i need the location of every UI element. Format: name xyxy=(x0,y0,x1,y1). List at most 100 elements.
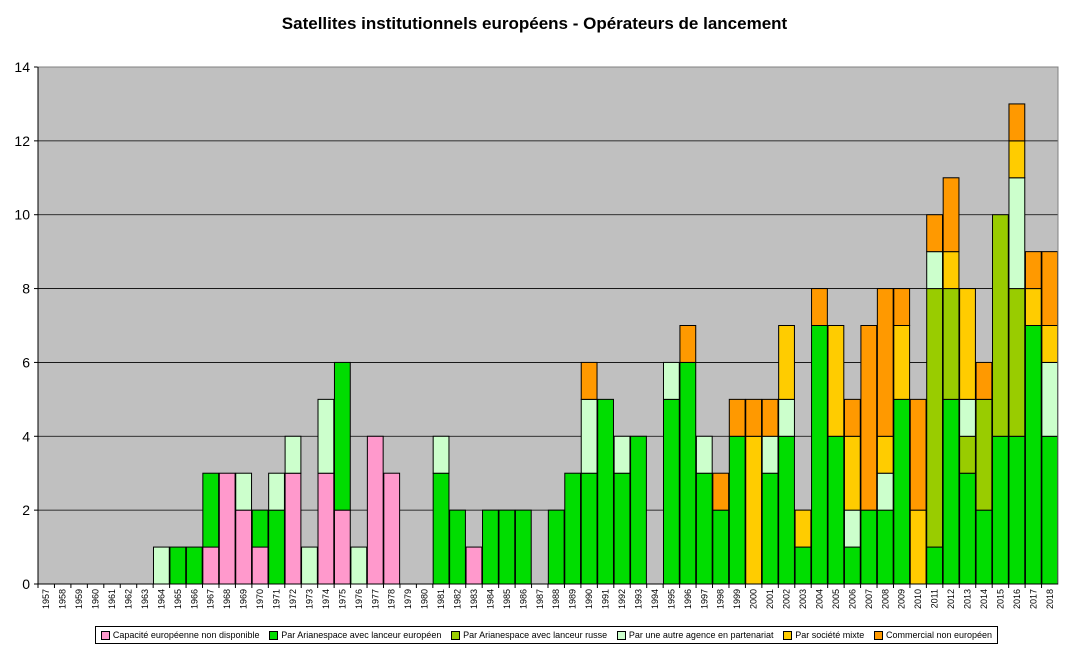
bar-segment xyxy=(778,325,795,400)
x-tick-label: 1995 xyxy=(666,589,676,609)
x-tick-label: 1990 xyxy=(584,589,594,609)
bar-segment xyxy=(218,472,236,585)
x-tick-label: 2010 xyxy=(913,589,923,609)
bar-segment xyxy=(202,546,220,585)
bar-segment xyxy=(975,398,993,511)
bar-segment xyxy=(1008,288,1026,437)
bar-segment xyxy=(761,398,779,437)
bar-segment xyxy=(695,472,713,585)
x-tick-label: 1987 xyxy=(535,589,545,609)
x-tick-label: 1993 xyxy=(633,589,643,609)
bar-segment xyxy=(185,546,203,585)
bar-segment xyxy=(251,546,269,585)
x-tick-label: 1997 xyxy=(699,589,709,609)
x-tick-label: 1973 xyxy=(304,589,314,609)
bar-segment xyxy=(794,546,812,585)
bar-segment xyxy=(580,398,598,474)
bar-segment xyxy=(597,398,614,585)
x-tick-label: 2013 xyxy=(963,589,973,609)
bar-segment xyxy=(926,214,944,253)
x-tick-label: 1980 xyxy=(420,589,430,609)
x-tick-label: 1962 xyxy=(123,589,133,609)
legend-swatch xyxy=(616,630,626,640)
bars xyxy=(152,103,1059,585)
y-tick-label: 6 xyxy=(22,354,30,370)
x-tick-label: 1969 xyxy=(239,589,249,609)
x-tick-label: 1974 xyxy=(321,589,331,609)
bar-segment xyxy=(975,509,993,585)
bar-segment xyxy=(547,509,565,585)
bar-segment xyxy=(284,472,302,585)
bar-segment xyxy=(876,288,894,437)
x-tick-label: 1961 xyxy=(107,589,117,609)
y-tick-label: 2 xyxy=(22,502,30,518)
x-tick-label: 1994 xyxy=(650,589,660,609)
y-tick-label: 0 xyxy=(22,576,30,592)
bar-segment xyxy=(926,546,944,585)
bar-segment xyxy=(811,288,828,327)
bar-segment xyxy=(876,435,894,474)
bar-segment xyxy=(1008,435,1026,585)
bar-segment xyxy=(366,435,384,585)
bar-segment xyxy=(1041,325,1059,363)
x-tick-label: 2011 xyxy=(930,589,940,608)
y-tick-label: 4 xyxy=(22,428,30,444)
x-tick-label: 1967 xyxy=(206,589,216,609)
bar-segment xyxy=(959,435,976,474)
x-tick-label: 1992 xyxy=(617,589,627,609)
legend-item: Par Arianespace avec lanceur russe xyxy=(451,630,607,640)
x-tick-label: 1963 xyxy=(140,589,150,609)
x-tick-label: 2007 xyxy=(864,589,874,609)
bar-segment xyxy=(432,472,450,585)
legend-label: Par société mixte xyxy=(795,630,865,640)
x-tick-label: 2002 xyxy=(782,589,792,609)
legend-label: Par Arianespace avec lanceur européen xyxy=(281,630,442,640)
bar-segment xyxy=(761,435,779,474)
bar-segment xyxy=(1041,361,1059,437)
x-tick-label: 2016 xyxy=(1012,589,1022,609)
bar-segment xyxy=(893,398,911,585)
legend-label: Capacité européenne non disponible xyxy=(112,630,260,640)
bar-segment xyxy=(333,361,351,511)
bar-segment xyxy=(432,435,450,474)
y-tick-label: 14 xyxy=(14,59,30,75)
bar-segment xyxy=(843,435,861,511)
bar-segment xyxy=(811,325,828,585)
x-tick-label: 1985 xyxy=(502,589,512,609)
bar-segment xyxy=(1024,288,1042,327)
bar-segment xyxy=(843,398,861,437)
bar-segment xyxy=(926,288,944,548)
bar-segment xyxy=(942,177,960,253)
legend-label: Par une autre agence en partenariat xyxy=(628,630,774,640)
legend: Capacité européenne non disponible Par Ar… xyxy=(95,626,998,644)
x-tick-label: 2015 xyxy=(995,589,1005,609)
x-tick-label: 1965 xyxy=(173,589,183,609)
x-tick-label: 1957 xyxy=(41,589,51,609)
bar-segment xyxy=(959,288,976,400)
bar-segment xyxy=(301,546,318,585)
legend-item: Par une autre agence en partenariat xyxy=(616,630,774,640)
x-tick-label: 2018 xyxy=(1045,589,1055,609)
legend-swatch xyxy=(100,630,110,640)
bar-segment xyxy=(514,509,532,585)
x-tick-label: 2006 xyxy=(847,589,857,609)
bar-segment xyxy=(778,398,795,437)
legend-item: Par Arianespace avec lanceur européen xyxy=(269,630,441,640)
bar-segment xyxy=(202,472,220,548)
x-tick-label: 2008 xyxy=(880,589,890,609)
x-tick-label: 2004 xyxy=(814,589,824,609)
x-tick-label: 1958 xyxy=(58,589,68,609)
bar-segment xyxy=(942,288,960,400)
legend-item: Commercial non européen xyxy=(874,630,992,640)
bar-segment xyxy=(268,509,285,585)
bar-segment xyxy=(679,325,697,363)
x-tick-label: 2005 xyxy=(831,589,841,609)
x-tick-label: 1981 xyxy=(436,589,446,609)
x-tick-label: 2017 xyxy=(1028,589,1038,609)
x-tick-label: 1978 xyxy=(387,589,397,609)
x-tick-label: 1983 xyxy=(469,589,479,609)
bar-segment xyxy=(1008,177,1026,290)
bar-segment xyxy=(860,509,878,585)
bar-segment xyxy=(860,325,878,511)
bar-segment xyxy=(251,509,269,548)
